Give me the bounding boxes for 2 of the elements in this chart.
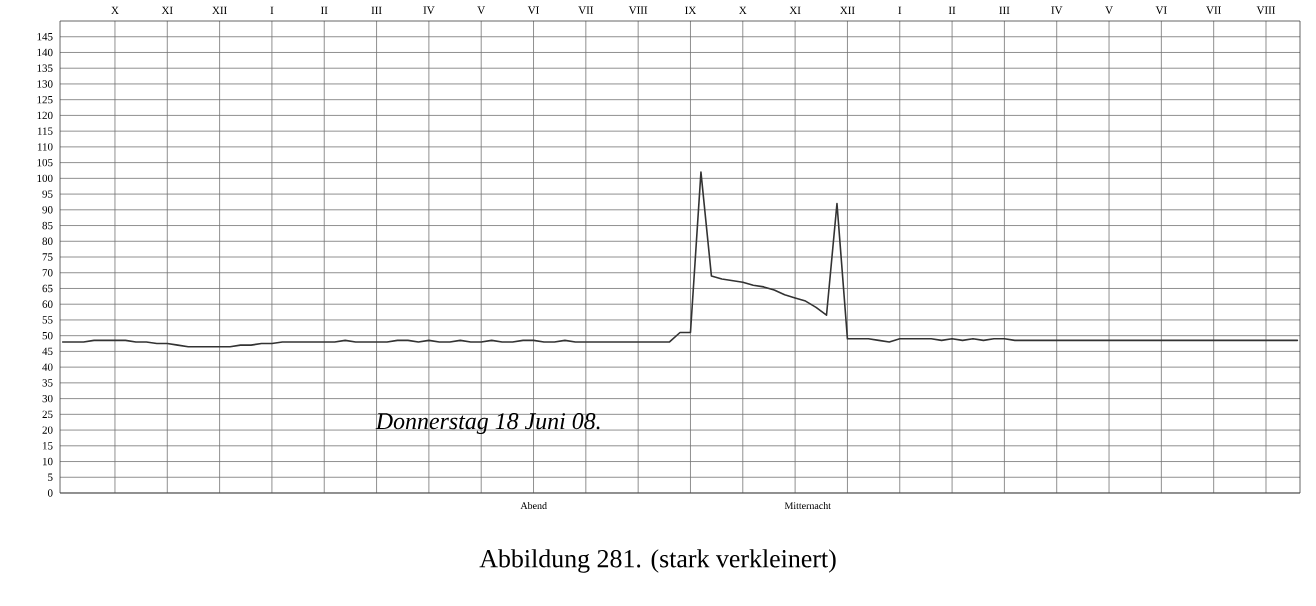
text: Abbildung 281. (stark verkleinert): [479, 549, 836, 574]
annotation: Donnerstag 18 Juni 08.: [375, 413, 600, 435]
